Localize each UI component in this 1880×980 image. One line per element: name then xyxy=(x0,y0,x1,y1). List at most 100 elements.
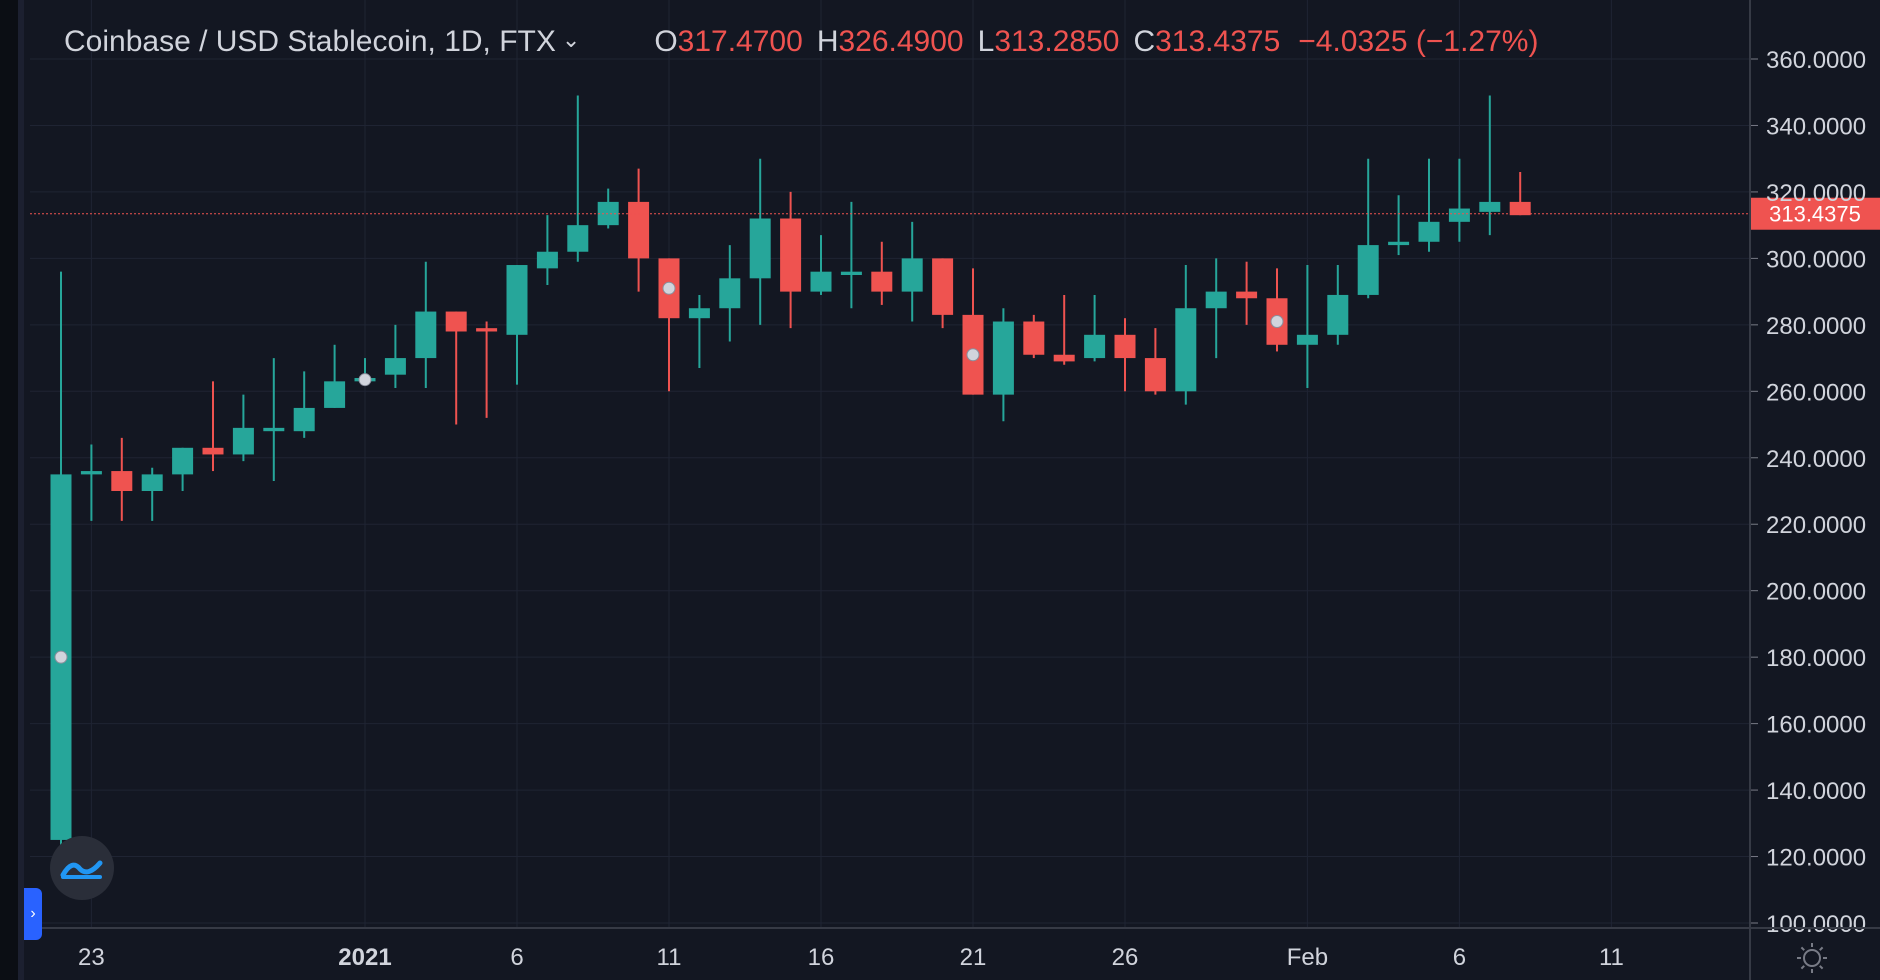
split-marker xyxy=(662,281,676,295)
y-tick-label: 180.0000 xyxy=(1766,645,1866,672)
candle-body xyxy=(1114,334,1136,359)
y-tick-label: 280.0000 xyxy=(1766,313,1866,340)
close-value: 313.4375 xyxy=(1155,25,1281,58)
y-tick-label: 220.0000 xyxy=(1766,512,1866,539)
close-key: C xyxy=(1133,25,1156,58)
markers xyxy=(54,281,1284,664)
y-tick-label: 320.0000 xyxy=(1766,180,1866,207)
candle-body xyxy=(263,427,285,432)
candle-body xyxy=(1509,201,1531,216)
y-tick-label: 260.0000 xyxy=(1766,379,1866,406)
y-tick-label: 120.0000 xyxy=(1766,845,1866,872)
candle-body xyxy=(476,328,498,332)
candle-body xyxy=(932,258,954,315)
candle-body xyxy=(202,447,224,455)
candle-body xyxy=(1023,321,1045,355)
candles xyxy=(50,95,1531,847)
candle-body xyxy=(1236,291,1258,299)
x-tick-label: 16 xyxy=(808,944,835,971)
y-tick-label: 140.0000 xyxy=(1766,778,1866,805)
chart-legend: Coinbase / USD Stablecoin, 1D, FTX ⌄ O 31… xyxy=(64,22,1538,62)
candle-body xyxy=(992,321,1014,395)
candle-body xyxy=(567,225,589,252)
candle-body xyxy=(232,427,254,455)
last-price-label: 313.4375 xyxy=(1769,202,1861,227)
x-tick-label: 6 xyxy=(510,944,523,971)
candle-body xyxy=(597,201,619,226)
split-marker xyxy=(966,348,980,362)
settings-icon-core xyxy=(1803,949,1821,967)
split-marker xyxy=(54,650,68,664)
y-axis: 100.0000 120.0000 140.0000 160.0000 180.0000… xyxy=(1749,0,1866,980)
candle-body xyxy=(810,271,832,292)
x-tick-label: 6 xyxy=(1453,944,1466,971)
open-value: 317.4700 xyxy=(677,25,803,58)
candle-body xyxy=(506,265,528,335)
candle-body xyxy=(1205,291,1227,309)
left-edge-inner xyxy=(18,0,24,980)
candle-body xyxy=(293,407,315,432)
candle-body xyxy=(141,474,163,491)
candle-body xyxy=(719,278,741,309)
price-line-group: 313.4375 xyxy=(30,197,1880,230)
candle-body xyxy=(749,218,771,279)
x-tick-label: Feb xyxy=(1287,944,1328,971)
candle-body xyxy=(688,308,710,319)
settings-icon-ray xyxy=(1800,946,1805,951)
settings-icon-ray xyxy=(1819,946,1824,951)
side-panel-toggle-button[interactable]: › xyxy=(24,888,42,940)
x-tick-label: 11 xyxy=(1599,944,1624,971)
candle-body xyxy=(1388,241,1410,246)
candle-body xyxy=(840,271,862,275)
y-tick-label: 240.0000 xyxy=(1766,446,1866,473)
high-key: H xyxy=(816,25,839,58)
split-marker xyxy=(1270,315,1284,329)
candle-body xyxy=(1084,334,1106,359)
candle-body xyxy=(111,471,133,491)
settings-icon-ray xyxy=(1800,965,1805,970)
symbol-title[interactable]: Coinbase / USD Stablecoin, 1D, FTX xyxy=(64,25,556,58)
candle-body xyxy=(901,258,923,292)
x-tick-label: 2021 xyxy=(338,944,391,971)
split-marker xyxy=(358,373,372,387)
y-tick-label: 160.0000 xyxy=(1766,712,1866,739)
candle-body xyxy=(628,201,650,259)
candle-body xyxy=(1479,201,1501,212)
left-edge xyxy=(0,0,24,980)
chevron-right-icon: › xyxy=(30,905,36,922)
candle-body xyxy=(1327,294,1349,335)
candle-body xyxy=(172,447,194,475)
y-tick-label: 340.0000 xyxy=(1766,113,1866,140)
tradingview-logo-icon xyxy=(60,860,103,879)
settings-icon[interactable] xyxy=(1797,943,1827,973)
candle-body xyxy=(415,311,437,359)
grid xyxy=(30,0,1750,928)
candle-body xyxy=(871,271,893,292)
x-tick-label: 11 xyxy=(657,944,682,971)
x-axis: 23 2021 6 11 16 21 26 Feb 6 11 xyxy=(30,927,1880,973)
open-key: O xyxy=(654,25,678,58)
x-tick-label: 23 xyxy=(78,944,105,971)
candle-body xyxy=(1296,334,1318,345)
candle-body xyxy=(1175,308,1197,392)
candle-body xyxy=(1144,358,1166,392)
y-tick-label: 100.0000 xyxy=(1766,911,1866,938)
low-key: L xyxy=(977,25,995,58)
candle-body xyxy=(1448,208,1470,222)
candle-body xyxy=(80,471,102,475)
low-value: 313.2850 xyxy=(994,25,1120,58)
candle-body xyxy=(780,218,802,292)
y-tick-label: 200.0000 xyxy=(1766,579,1866,606)
chevron-down-icon[interactable]: ⌄ xyxy=(561,27,581,52)
high-value: 326.4900 xyxy=(838,25,964,58)
x-tick-label: 21 xyxy=(960,944,987,971)
tradingview-logo-button[interactable] xyxy=(50,836,114,900)
candle-body xyxy=(536,251,558,269)
candle-body xyxy=(1357,245,1379,295)
candle-body xyxy=(324,381,346,408)
candle-body xyxy=(445,311,467,332)
y-tick-label: 300.0000 xyxy=(1766,246,1866,273)
candle-body xyxy=(1053,354,1075,362)
last-price-badge xyxy=(1750,197,1880,230)
